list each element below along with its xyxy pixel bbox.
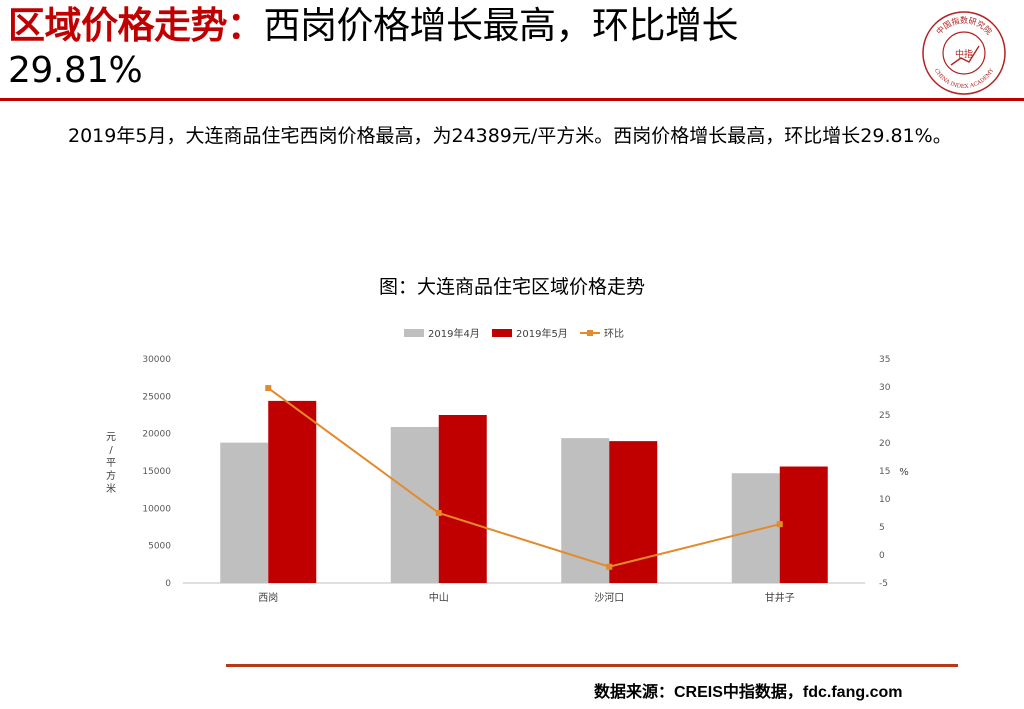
logo-center-text: 中指 <box>955 48 973 60</box>
bar-april <box>390 426 439 583</box>
mom-point <box>435 510 442 516</box>
legend-label: 2019年4月 <box>428 327 480 340</box>
bar-april <box>731 473 780 583</box>
y-left-axis-label: 平 <box>106 458 116 469</box>
y-left-tick-label: 0 <box>165 579 171 589</box>
summary-text: 2019年5月，大连商品住宅西岗价格最高，为24389元/平方米。西岗价格增长最… <box>68 125 952 147</box>
y-right-tick-label: 5 <box>879 523 885 533</box>
y-right-tick-label: 15 <box>879 467 890 477</box>
y-left-tick-label: 10000 <box>142 504 171 514</box>
x-category-label: 西岗 <box>258 592 278 604</box>
y-right-tick-label: 30 <box>879 383 891 393</box>
bar-may <box>268 400 317 583</box>
y-left-tick-label: 20000 <box>142 430 171 440</box>
page-title: 区域价格走势：西岗价格增长最高，环比增长 29.81% <box>8 4 908 93</box>
page-title-value: 29.81% <box>8 50 143 91</box>
x-category-label: 甘井子 <box>765 591 795 604</box>
y-left-axis-label: 元 <box>106 432 116 443</box>
bar-may <box>779 466 828 583</box>
chart-title: 图：大连商品住宅区域价格走势 <box>378 276 645 298</box>
mom-line <box>267 387 780 568</box>
y-right-axis-label: % <box>899 467 909 478</box>
y-right-tick-label: -5 <box>879 579 888 589</box>
y-right-tick-label: 35 <box>879 355 890 365</box>
page-title-headline: 西岗价格增长最高，环比增长 <box>263 4 739 47</box>
y-left-tick-label: 5000 <box>148 542 171 552</box>
legend-label: 环比 <box>604 328 624 340</box>
y-left-tick-label: 25000 <box>142 392 171 402</box>
y-left-tick-label: 30000 <box>142 355 171 365</box>
mom-point <box>265 385 272 392</box>
x-category-label: 中山 <box>429 591 449 604</box>
data-source: 数据来源：CREIS中指数据，fdc.fang.com <box>594 684 903 701</box>
y-left-axis-label: 米 <box>106 482 116 495</box>
mom-point <box>776 521 783 528</box>
y-left-axis-label: / <box>109 445 113 456</box>
x-category-label: 沙河口 <box>594 592 624 604</box>
legend-swatch <box>492 329 512 337</box>
bar-april <box>561 438 610 583</box>
y-right-tick-label: 0 <box>879 551 885 561</box>
mom-point <box>606 563 613 570</box>
footer-divider <box>226 664 958 667</box>
y-left-tick-label: 15000 <box>142 467 171 477</box>
title-divider <box>0 98 1024 101</box>
y-right-tick-label: 10 <box>879 495 891 505</box>
legend-label: 2019年5月 <box>516 327 568 340</box>
y-right-tick-label: 20 <box>879 439 891 449</box>
legend-swatch <box>404 329 424 337</box>
bar-april <box>220 442 269 583</box>
y-right-tick-label: 25 <box>879 411 890 421</box>
bar-may <box>609 441 658 583</box>
legend-swatch-marker <box>587 330 593 336</box>
y-left-axis-label: 方 <box>106 469 116 482</box>
bar-may <box>438 415 487 583</box>
china-index-academy-logo-icon: 中国指数研究院 CHINA INDEX ACADEMY 中指 <box>922 11 1006 95</box>
page-title-topic: 区域价格走势： <box>8 4 264 47</box>
